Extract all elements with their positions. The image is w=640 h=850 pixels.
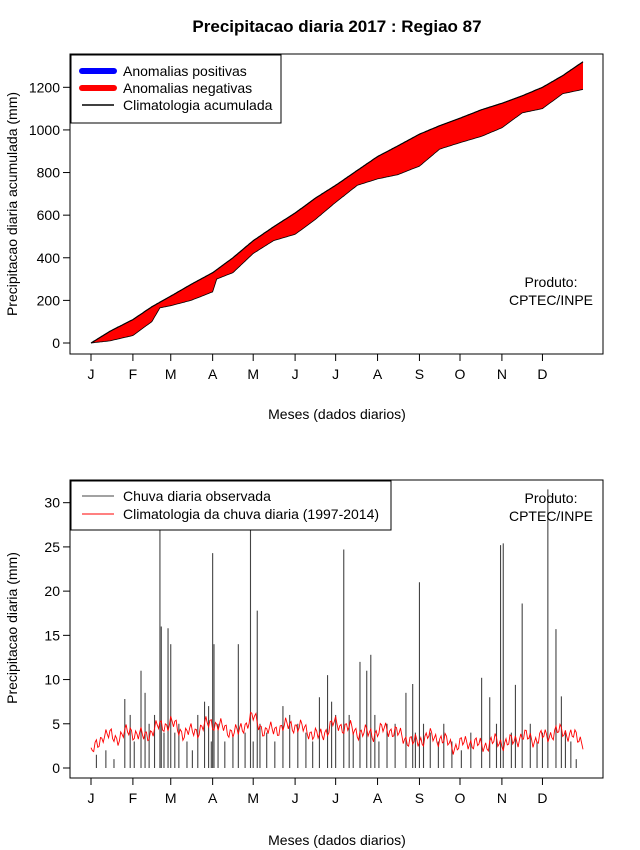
legend-negative-label: Anomalias negativas (123, 80, 252, 96)
daily-product-source: CPTEC/INPE (509, 508, 593, 524)
accumulated-x-tick-label: N (497, 366, 507, 382)
legend-daily-climatology-label: Climatologia da chuva diaria (1997-2014) (123, 506, 379, 522)
daily-x-tick-label: F (129, 790, 138, 806)
daily-panel: 0 5 10 15 20 25 30 J F M A M J J A S O N D Meses (dados d… (4, 479, 604, 848)
accumulated-y-tick-label: 1200 (29, 79, 60, 95)
negative-anomaly-area (91, 61, 583, 343)
accumulated-product-source: CPTEC/INPE (509, 292, 593, 308)
chart-title: Precipitacao diaria 2017 : Regiao 87 (192, 17, 481, 36)
accumulated-x-tick-label: F (129, 366, 138, 382)
observed-accumulated-line (90, 89, 584, 344)
daily-x-tick-label: A (208, 790, 218, 806)
accumulated-x-tick-label: M (247, 366, 259, 382)
daily-x-label: Meses (dados diarios) (268, 832, 406, 848)
daily-legend-box (70, 480, 392, 531)
accumulated-x-label: Meses (dados diarios) (268, 406, 406, 422)
accumulated-y-axis: 0 200 400 600 800 1000 1200 (29, 79, 71, 351)
daily-y-tick-label: 5 (52, 716, 60, 732)
daily-y-tick-label: 10 (44, 672, 60, 688)
accumulated-x-tick-label: A (373, 366, 383, 382)
accumulated-y-tick-label: 600 (37, 207, 61, 223)
legend-climatology-label: Climatologia acumulada (123, 97, 273, 113)
daily-y-tick-label: 25 (44, 539, 60, 555)
accumulated-x-tick-label: O (455, 366, 466, 382)
accumulated-x-tick-label: D (537, 366, 547, 382)
daily-y-tick-label: 20 (44, 583, 60, 599)
accumulated-x-tick-label: A (208, 366, 218, 382)
daily-y-label: Precipitacao diaria (mm) (4, 552, 20, 704)
daily-x-tick-label: S (415, 790, 424, 806)
daily-x-tick-label: M (165, 790, 177, 806)
accumulated-y-label: Precipitacao diaria acumulada (mm) (4, 92, 20, 316)
legend-positive-label: Anomalias positivas (123, 63, 247, 79)
accumulated-x-tick-label: J (88, 366, 95, 382)
daily-y-tick-label: 15 (44, 627, 60, 643)
legend-observed-label: Chuva diaria observada (123, 488, 271, 504)
accumulated-x-tick-label: J (332, 366, 339, 382)
daily-x-tick-label: J (292, 790, 299, 806)
accumulated-x-tick-label: S (415, 366, 424, 382)
climatology-accumulated-line (90, 61, 584, 344)
accumulated-y-tick-label: 1000 (29, 122, 60, 138)
daily-x-tick-label: M (247, 790, 259, 806)
daily-x-tick-label: A (373, 790, 383, 806)
daily-climatology-line (90, 711, 584, 755)
accumulated-x-tick-label: J (292, 366, 299, 382)
daily-y-tick-label: 0 (52, 760, 60, 776)
daily-x-tick-label: J (332, 790, 339, 806)
accumulated-product-label: Produto: (525, 274, 578, 290)
daily-x-tick-label: N (497, 790, 507, 806)
daily-x-tick-label: D (537, 790, 547, 806)
daily-product-label: Produto: (525, 490, 578, 506)
daily-plot-area (90, 489, 584, 768)
daily-y-tick-label: 30 (44, 495, 60, 511)
accumulated-x-tick-label: M (165, 366, 177, 382)
daily-x-tick-label: J (88, 790, 95, 806)
daily-y-axis: 0 5 10 15 20 25 30 (44, 495, 71, 776)
accumulated-plot-area (90, 61, 584, 344)
accumulated-y-tick-label: 400 (37, 250, 61, 266)
daily-x-tick-label: O (455, 790, 466, 806)
accumulated-panel: 0 200 400 600 800 1000 1200 J F M A M J J A S O N D Meses… (4, 53, 604, 422)
accumulated-y-tick-label: 0 (52, 335, 60, 351)
accumulated-y-tick-label: 200 (37, 292, 61, 308)
accumulated-legend: Anomalias positivas Anomalias negativas … (70, 54, 282, 124)
daily-legend: Chuva diaria observada Climatologia da c… (70, 480, 392, 531)
accumulated-y-tick-label: 800 (37, 165, 61, 181)
